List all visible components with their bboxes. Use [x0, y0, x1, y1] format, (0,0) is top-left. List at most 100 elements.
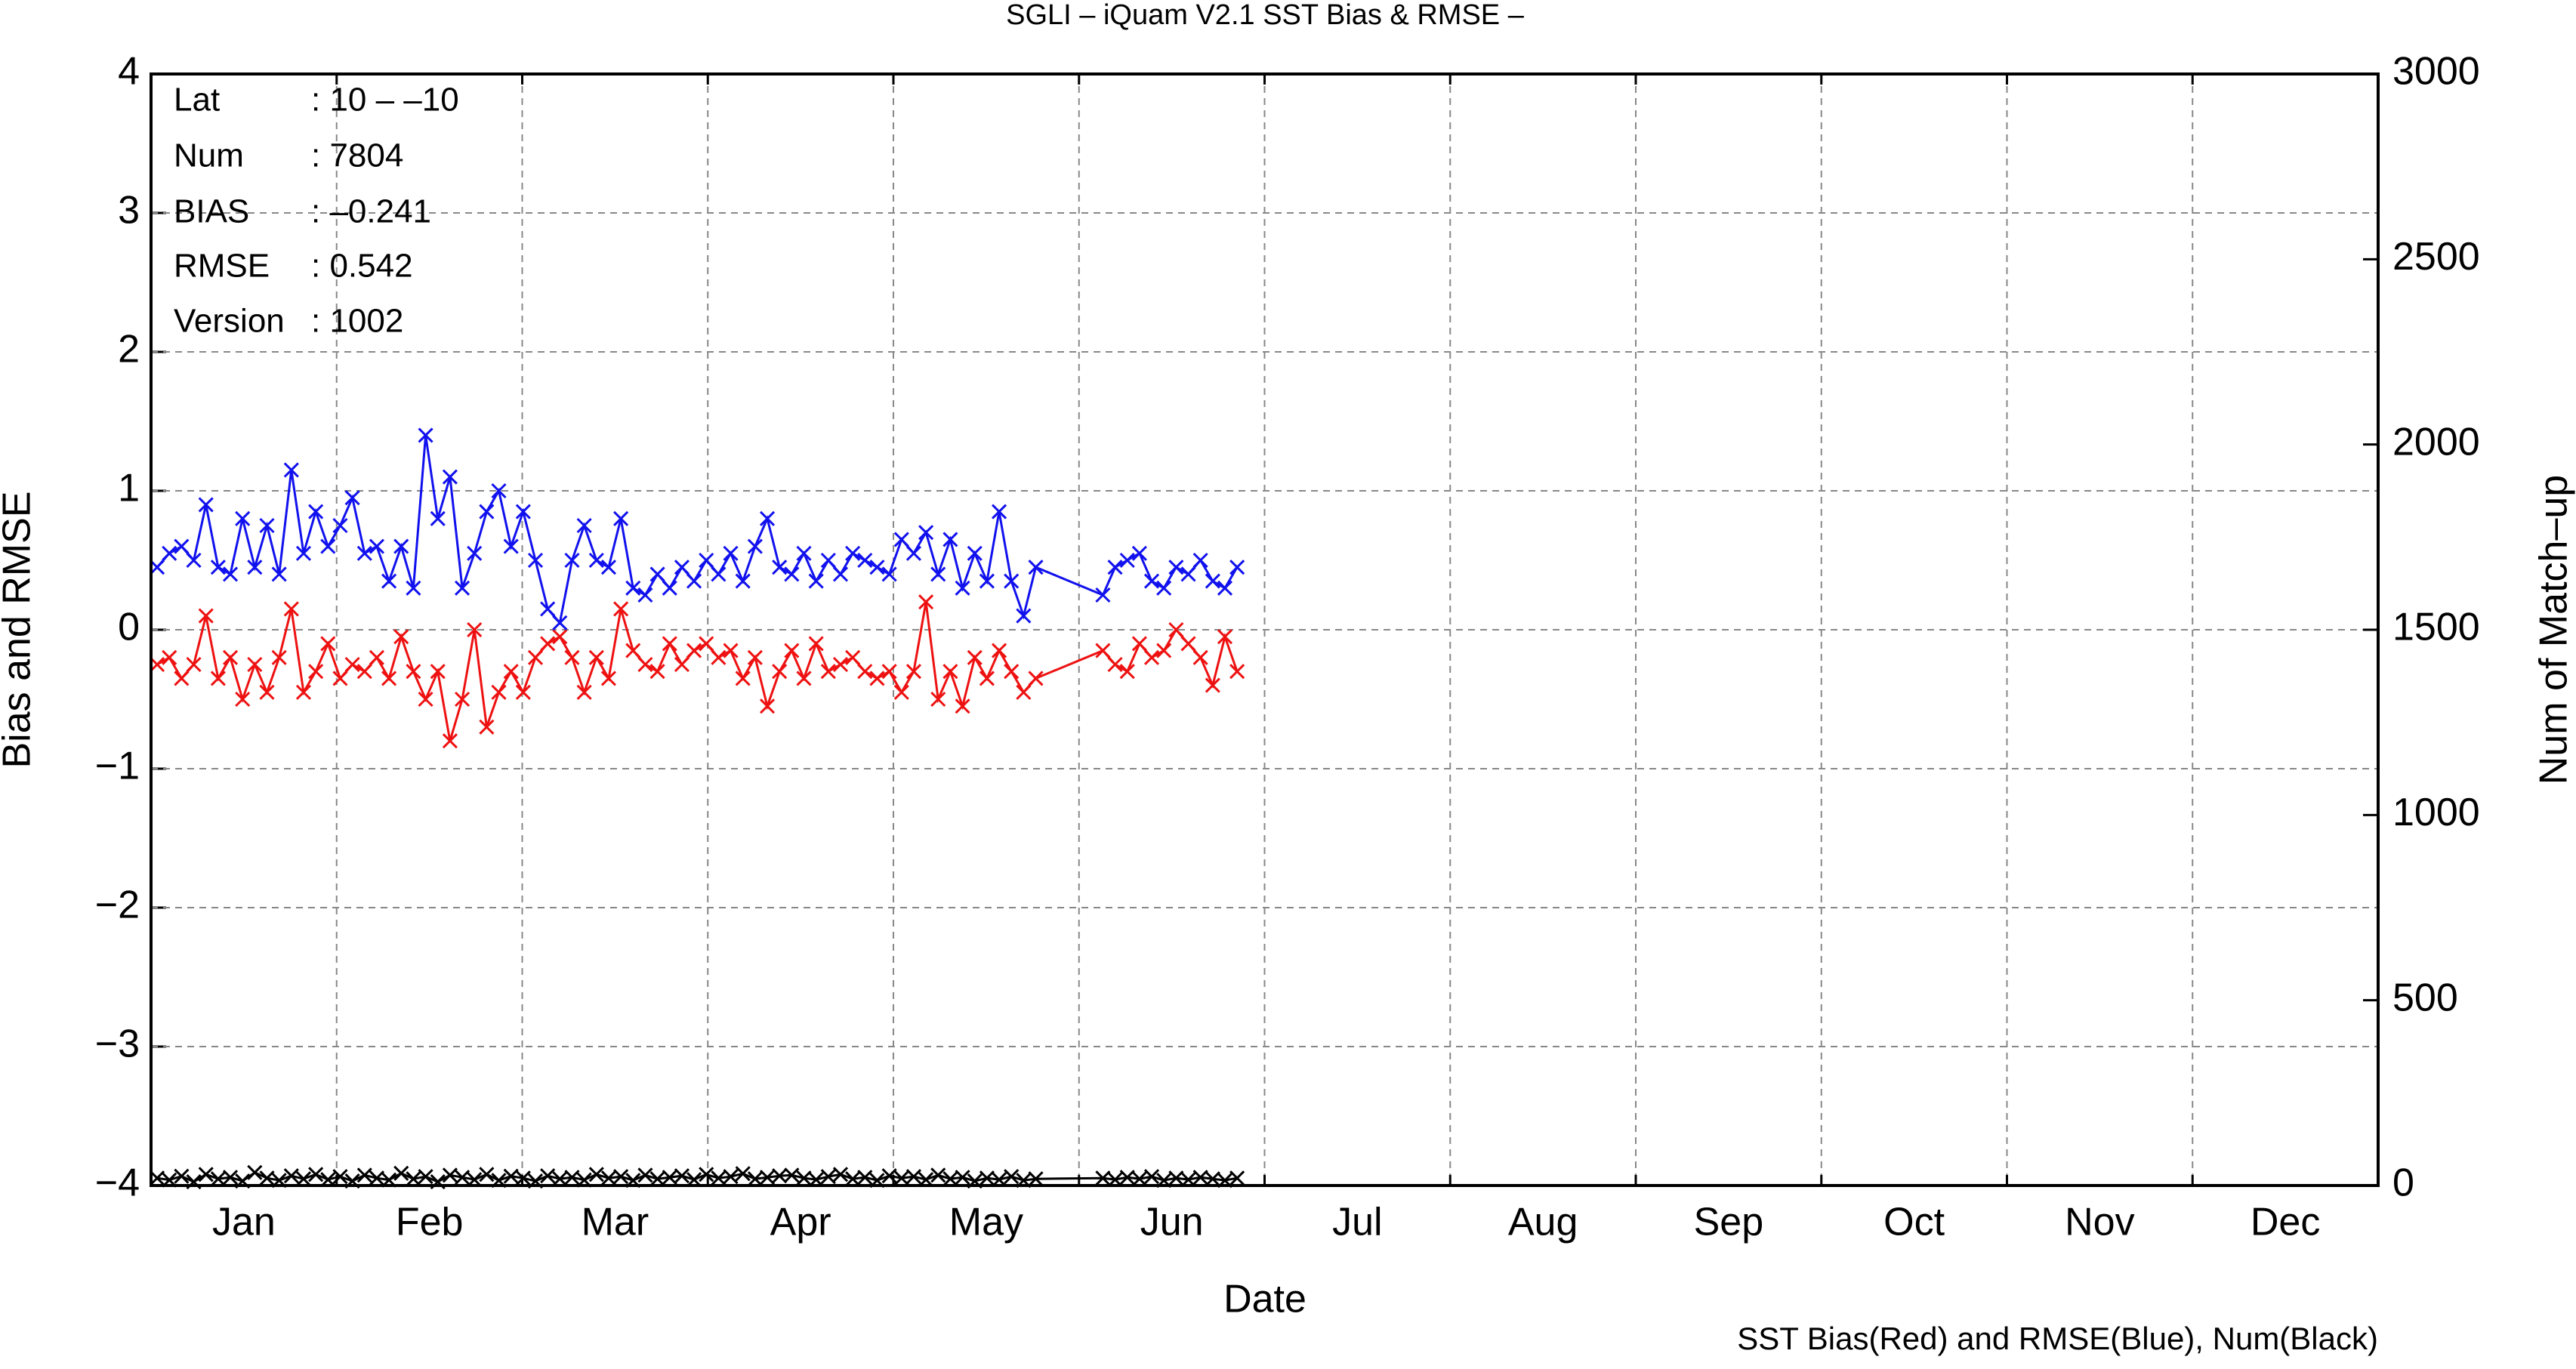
series-marker: [259, 684, 275, 700]
series-marker: [442, 1167, 458, 1183]
series-marker: [1156, 643, 1172, 658]
series-marker: [857, 1170, 873, 1186]
x-tick-label: Nov: [2065, 1201, 2134, 1244]
series-marker: [564, 552, 580, 569]
series-marker: [845, 649, 861, 665]
info-value: : –0.241: [311, 193, 431, 230]
series-marker: [406, 1171, 421, 1187]
series-marker: [613, 601, 629, 617]
series-marker: [649, 664, 665, 680]
series-marker: [308, 664, 324, 680]
series-marker: [1004, 573, 1020, 589]
series-marker: [881, 664, 897, 680]
series-marker: [576, 684, 592, 700]
series-marker: [527, 649, 544, 665]
x-tick-label: Jul: [1332, 1201, 1382, 1244]
series-marker: [942, 664, 958, 680]
series-marker: [1028, 1171, 1044, 1187]
series-marker: [1156, 580, 1172, 596]
series-marker: [1016, 608, 1032, 624]
series-marker: [918, 594, 934, 610]
series-marker: [186, 552, 202, 569]
series-marker: [1168, 560, 1184, 575]
series-marker: [527, 552, 544, 569]
series-marker: [893, 684, 909, 700]
series-marker: [1004, 664, 1020, 680]
series-marker: [723, 643, 739, 658]
series-marker: [162, 545, 177, 561]
x-tick-label: Dec: [2251, 1201, 2320, 1244]
x-tick-label: Mar: [582, 1201, 649, 1244]
series-marker: [979, 671, 995, 686]
series-marker: [674, 1168, 690, 1184]
series-marker: [699, 552, 714, 569]
series-marker: [1168, 621, 1184, 638]
series-marker: [711, 649, 727, 665]
series-marker: [723, 545, 739, 561]
x-tick-label: Apr: [770, 1201, 831, 1244]
series-marker: [271, 566, 287, 582]
series-marker: [967, 649, 983, 665]
series-marker: [1028, 560, 1044, 575]
series-marker: [564, 649, 580, 665]
series-marker: [162, 649, 177, 665]
series-marker: [247, 656, 263, 673]
series-marker: [832, 566, 849, 582]
series-marker: [796, 671, 812, 686]
series-marker: [150, 1170, 165, 1186]
series-marker: [637, 1167, 653, 1183]
series-marker: [222, 649, 239, 665]
series-marker: [344, 656, 360, 673]
series-marker: [442, 733, 458, 749]
series-marker: [369, 538, 385, 554]
series-marker: [503, 1168, 519, 1184]
series-marker: [588, 1167, 604, 1182]
series-marker: [393, 538, 409, 554]
series-marker: [1229, 664, 1245, 680]
series-marker: [1131, 1171, 1147, 1187]
series-marker: [467, 545, 483, 561]
series-marker: [479, 1167, 495, 1182]
y-tick-label: 0: [118, 606, 140, 649]
y2-tick-label: 1500: [2392, 606, 2480, 649]
series-marker: [1107, 656, 1123, 673]
series-marker: [222, 1170, 239, 1186]
info-label: Num: [174, 137, 244, 174]
series-marker: [515, 1170, 531, 1186]
series-marker: [796, 1170, 812, 1186]
series-marker: [332, 517, 348, 534]
series-marker: [723, 1169, 739, 1185]
series-marker: [222, 566, 239, 582]
series-marker: [881, 566, 897, 582]
info-value: : 7804: [311, 137, 403, 174]
info-label: Lat: [174, 82, 220, 119]
series-marker: [1192, 552, 1208, 569]
series-marker: [418, 427, 433, 443]
y2-tick-label: 3000: [2392, 50, 2480, 94]
series-marker: [905, 1169, 921, 1185]
series-marker: [905, 545, 921, 561]
series-marker: [540, 636, 556, 652]
series-marker: [576, 517, 592, 534]
series-marker: [515, 504, 531, 520]
series-marker: [1229, 1170, 1245, 1186]
series-marker: [930, 691, 946, 708]
series-marker: [1119, 664, 1135, 680]
series-marker: [344, 490, 360, 506]
info-value: : 1002: [311, 303, 403, 340]
series-marker: [1131, 545, 1147, 561]
series-marker: [491, 684, 507, 700]
y-tick-label: −1: [95, 745, 140, 788]
series-marker: [1180, 566, 1196, 582]
series-marker: [1168, 1170, 1184, 1186]
y2-tick-label: 2000: [2392, 420, 2480, 464]
series-marker: [686, 573, 702, 589]
series-marker: [747, 649, 763, 665]
y2-tick-label: 0: [2392, 1161, 2414, 1205]
y2-tick-label: 500: [2392, 976, 2458, 1019]
info-value: : 0.542: [311, 248, 413, 285]
footnote: SST Bias(Red) and RMSE(Blue), Num(Black): [1737, 1321, 2378, 1356]
series-marker: [759, 1170, 776, 1186]
x-tick-label: May: [949, 1201, 1023, 1244]
